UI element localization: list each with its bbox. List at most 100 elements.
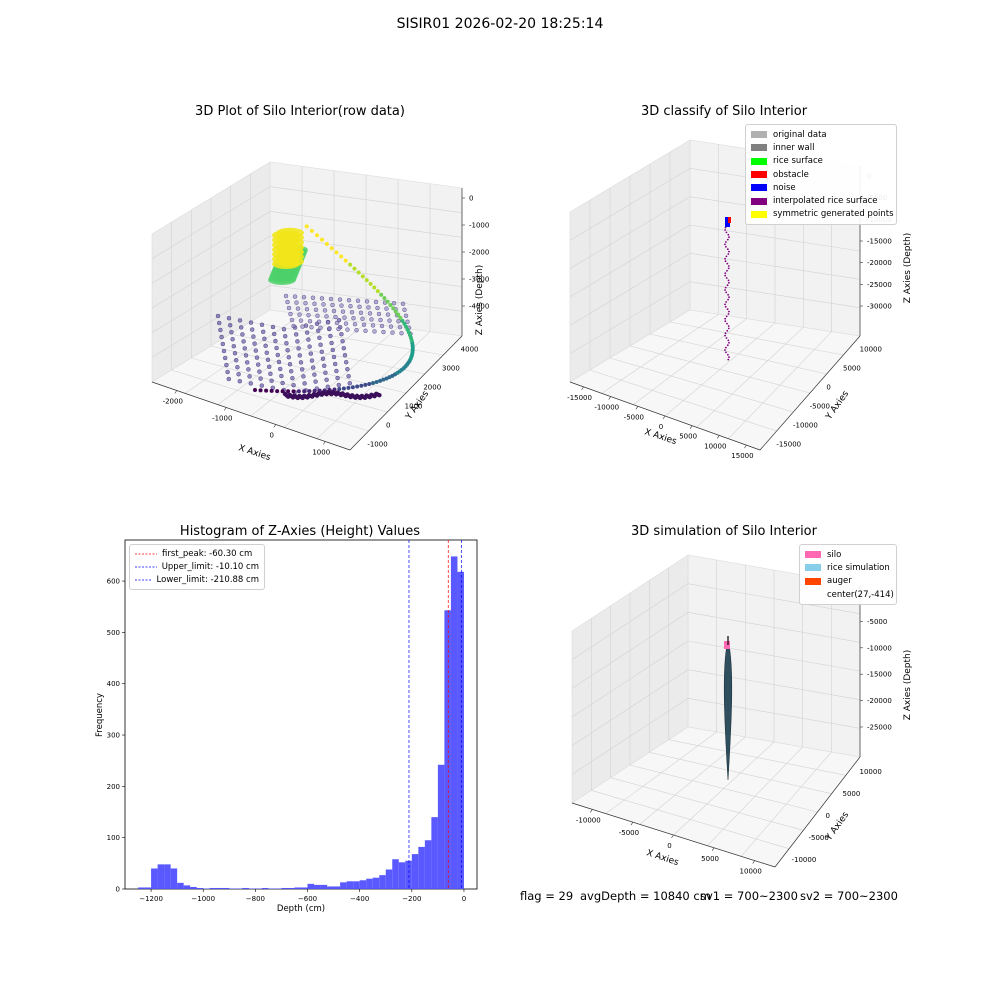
y-tick-label: -5000 [809, 834, 829, 842]
z-tick-label: -15000 [867, 238, 892, 246]
simulation-3d-plot: -10000 -5000 0 5000 10000 -10000 -5000 0 5000 100… [571, 554, 913, 876]
arc-point [312, 388, 317, 393]
y-tick-label: 0 [386, 422, 390, 430]
data-point [246, 367, 251, 372]
hist-bar [242, 887, 249, 889]
arc-point [253, 388, 257, 392]
arc-point [400, 318, 405, 323]
data-point [260, 329, 266, 335]
arc-point [388, 302, 393, 307]
hist-x-ticks: −1200 −1000 −800 −600 −400 −200 0 [139, 889, 466, 903]
data-point [331, 308, 337, 314]
data-point [725, 315, 728, 318]
data-point [400, 301, 406, 307]
arc-point [404, 324, 409, 329]
hist-bar [294, 887, 301, 889]
data-point [328, 296, 334, 302]
data-point [397, 324, 403, 330]
y-tick-label: 5000 [843, 790, 861, 798]
data-point [724, 260, 727, 263]
data-point [309, 324, 314, 330]
p2-zlabel: Z Axies (Depth) [903, 233, 913, 304]
data-point [254, 355, 260, 360]
data-point [375, 305, 380, 311]
p4-shapes [723, 636, 733, 781]
data-point [271, 331, 277, 337]
p4-ticks: -10000 -5000 0 5000 10000 -10000 -5000 0 5000 100… [576, 592, 892, 876]
data-point [242, 346, 248, 351]
data-point [306, 312, 311, 318]
y-axis-line [349, 335, 463, 451]
p4-axes-box [571, 554, 861, 868]
data-point [279, 373, 284, 379]
obstacle-point [728, 217, 731, 223]
data-point [357, 304, 362, 310]
silo-marker [724, 641, 730, 649]
depth-histogram: −1200 −1000 −800 −600 −400 −200 0 0 100 200 300 40… [95, 539, 478, 914]
data-point [343, 359, 349, 365]
data-point [216, 320, 222, 326]
rice-simulation-shape [723, 639, 733, 781]
y-tick-label: 1000 [405, 403, 423, 411]
p2-axes-box [569, 139, 861, 451]
data-point [318, 342, 323, 348]
histogram-legend: first_peak: -60.30 cm Upper_limit: -10.1… [129, 544, 265, 590]
y-tick-label: 500 [107, 629, 120, 637]
data-point [726, 329, 729, 332]
hist-bar [431, 817, 438, 889]
hist-bar [307, 883, 315, 889]
hist-xlabel: Depth (cm) [277, 904, 325, 914]
arc-point [339, 254, 344, 259]
data-point [336, 382, 342, 388]
data-point [342, 315, 347, 320]
data-point [290, 376, 295, 381]
z-tick-label: -5000 [867, 618, 887, 626]
data-point [293, 332, 299, 337]
legend-swatch [805, 551, 821, 559]
noise-point [725, 217, 730, 227]
data-point [390, 330, 395, 335]
panel4-title: 3D simulation of Silo Interior [631, 524, 817, 539]
data-point [402, 307, 407, 313]
arc-point [398, 315, 403, 320]
y-tick-label: 10000 [860, 346, 882, 354]
data-point [252, 341, 257, 346]
hist-bar [209, 887, 217, 889]
hist-bar [392, 859, 399, 889]
hist-bar [457, 571, 464, 889]
data-point [724, 317, 727, 320]
data-point [725, 241, 727, 243]
data-point [291, 323, 296, 329]
data-point [313, 379, 318, 384]
data-point [321, 363, 327, 369]
x-tick-label: 0 [270, 432, 274, 440]
grid-line [668, 739, 846, 776]
data-point [726, 322, 728, 325]
panel2-title: 3D classify of Silo Interior [640, 104, 808, 119]
hist-bar [203, 888, 210, 889]
figure-title: SISIR01 2026-02-20 18:25:14 [396, 16, 604, 32]
data-point [345, 366, 350, 372]
arc-point [309, 228, 314, 233]
z-tick-label: -20000 [867, 259, 892, 267]
x-tick [671, 834, 674, 839]
x-tick-label: -2000 [163, 398, 183, 406]
hist-bar [144, 887, 152, 889]
data-point [340, 309, 346, 314]
data-point [224, 362, 229, 368]
data-point [230, 336, 235, 342]
hist-bar [418, 846, 425, 889]
data-point [724, 289, 726, 291]
hist-bar [281, 887, 288, 889]
data-point [727, 325, 730, 327]
data-point [238, 325, 244, 330]
x-tick [174, 390, 177, 394]
arc-point [382, 296, 387, 301]
data-point [244, 360, 250, 365]
data-point [258, 376, 263, 381]
legend-item: auger [805, 575, 891, 588]
data-point [304, 330, 310, 335]
data-point [276, 359, 282, 365]
y-tick-label: 400 [107, 680, 120, 688]
arc-point [302, 389, 307, 394]
